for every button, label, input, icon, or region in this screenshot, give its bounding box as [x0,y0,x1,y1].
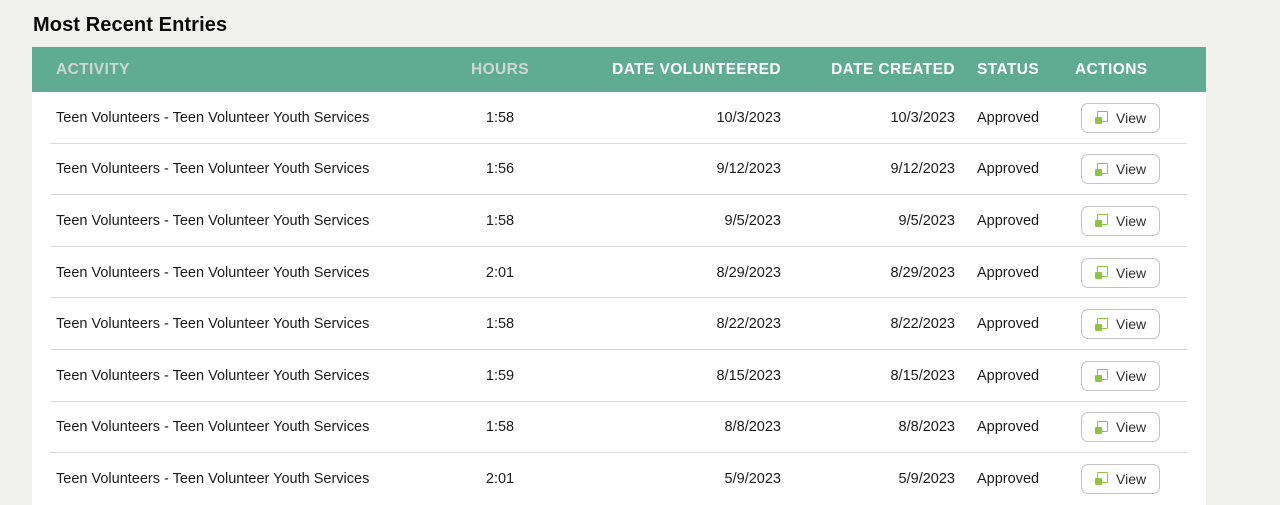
cell-hours: 1:58 [485,316,515,333]
cell-activity: Teen Volunteers - Teen Volunteer Youth S… [56,316,370,333]
cell-date-created: 10/3/2023 [890,109,955,126]
cell-status: Approved [977,367,1040,384]
view-button-label: View [1116,109,1147,126]
cell-hours: 1:58 [485,212,515,229]
cell-actions: View [1075,154,1206,185]
view-button-label: View [1116,316,1147,333]
cell-date-volunteered: 8/8/2023 [724,419,781,436]
cell-activity: Teen Volunteers - Teen Volunteer Youth S… [56,212,370,229]
cell-date-volunteered: 10/3/2023 [716,109,781,126]
table-row: Teen Volunteers - Teen Volunteer Youth S… [32,453,1206,505]
cell-status: Approved [977,212,1040,229]
view-button[interactable]: View [1081,463,1161,494]
cell-status: Approved [977,419,1040,436]
cell-activity: Teen Volunteers - Teen Volunteer Youth S… [56,367,370,384]
cell-hours: 2:01 [485,470,515,487]
column-header-date-created[interactable]: DATE CREATED [831,60,955,78]
cell-date-volunteered: 8/22/2023 [716,316,781,333]
cell-date-created: 9/5/2023 [898,212,955,229]
cell-status: Approved [977,109,1040,126]
cell-date-volunteered: 5/9/2023 [724,470,781,487]
view-button-label: View [1116,212,1147,229]
table-row: Teen Volunteers - Teen Volunteer Youth S… [32,92,1206,144]
open-window-icon [1095,162,1108,176]
column-header-hours[interactable]: HOURS [471,60,529,78]
cell-date-created: 8/29/2023 [890,264,955,281]
open-window-icon [1095,317,1108,331]
column-header-actions[interactable]: ACTIONS [1075,60,1148,78]
open-window-icon [1095,214,1108,228]
view-button[interactable]: View [1081,154,1161,185]
view-button-label: View [1116,367,1147,384]
column-header-date-volunteered[interactable]: DATE VOLUNTEERED [612,60,781,78]
view-button[interactable]: View [1081,412,1161,443]
cell-date-created: 9/12/2023 [890,161,955,178]
cell-hours: 1:58 [485,419,515,436]
view-button-label: View [1116,161,1147,178]
cell-actions: View [1075,412,1206,443]
table-row: Teen Volunteers - Teen Volunteer Youth S… [32,144,1206,196]
table-header-row: ACTIVITY HOURS DATE VOLUNTEERED DATE CRE… [32,47,1206,92]
table-row: Teen Volunteers - Teen Volunteer Youth S… [32,402,1206,454]
cell-hours: 2:01 [485,264,515,281]
column-header-status[interactable]: STATUS [977,60,1040,78]
table-row: Teen Volunteers - Teen Volunteer Youth S… [32,247,1206,299]
view-button-label: View [1116,419,1147,436]
open-window-icon [1095,472,1108,486]
view-button-label: View [1116,470,1147,487]
column-header-activity[interactable]: ACTIVITY [56,60,130,78]
cell-actions: View [1075,205,1206,236]
cell-hours: 1:58 [485,109,515,126]
cell-date-created: 5/9/2023 [898,470,955,487]
cell-activity: Teen Volunteers - Teen Volunteer Youth S… [56,419,370,436]
table-row: Teen Volunteers - Teen Volunteer Youth S… [32,298,1206,350]
cell-status: Approved [977,161,1040,178]
cell-date-volunteered: 8/29/2023 [716,264,781,281]
table-body: Teen Volunteers - Teen Volunteer Youth S… [32,92,1206,505]
cell-activity: Teen Volunteers - Teen Volunteer Youth S… [56,109,370,126]
cell-date-created: 8/8/2023 [898,419,955,436]
cell-actions: View [1075,360,1206,391]
cell-activity: Teen Volunteers - Teen Volunteer Youth S… [56,161,370,178]
cell-date-created: 8/15/2023 [890,367,955,384]
view-button[interactable]: View [1081,309,1161,340]
table-row: Teen Volunteers - Teen Volunteer Youth S… [32,195,1206,247]
table-row: Teen Volunteers - Teen Volunteer Youth S… [32,350,1206,402]
page-title: Most Recent Entries [33,14,228,36]
open-window-icon [1095,266,1108,280]
open-window-icon [1095,369,1108,383]
cell-status: Approved [977,470,1040,487]
view-button[interactable]: View [1081,360,1161,391]
cell-actions: View [1075,309,1206,340]
open-window-icon [1095,420,1108,434]
cell-hours: 1:59 [485,367,515,384]
cell-actions: View [1075,102,1206,133]
entries-table: ACTIVITY HOURS DATE VOLUNTEERED DATE CRE… [32,47,1206,505]
cell-activity: Teen Volunteers - Teen Volunteer Youth S… [56,264,370,281]
view-button-label: View [1116,264,1147,281]
cell-hours: 1:56 [485,161,515,178]
cell-status: Approved [977,316,1040,333]
cell-status: Approved [977,264,1040,281]
cell-actions: View [1075,257,1206,288]
open-window-icon [1095,111,1108,125]
cell-date-volunteered: 8/15/2023 [716,367,781,384]
cell-date-volunteered: 9/5/2023 [724,212,781,229]
cell-date-created: 8/22/2023 [890,316,955,333]
view-button[interactable]: View [1081,102,1161,133]
cell-actions: View [1075,463,1206,494]
view-button[interactable]: View [1081,205,1161,236]
cell-activity: Teen Volunteers - Teen Volunteer Youth S… [56,470,370,487]
cell-date-volunteered: 9/12/2023 [716,161,781,178]
view-button[interactable]: View [1081,257,1161,288]
